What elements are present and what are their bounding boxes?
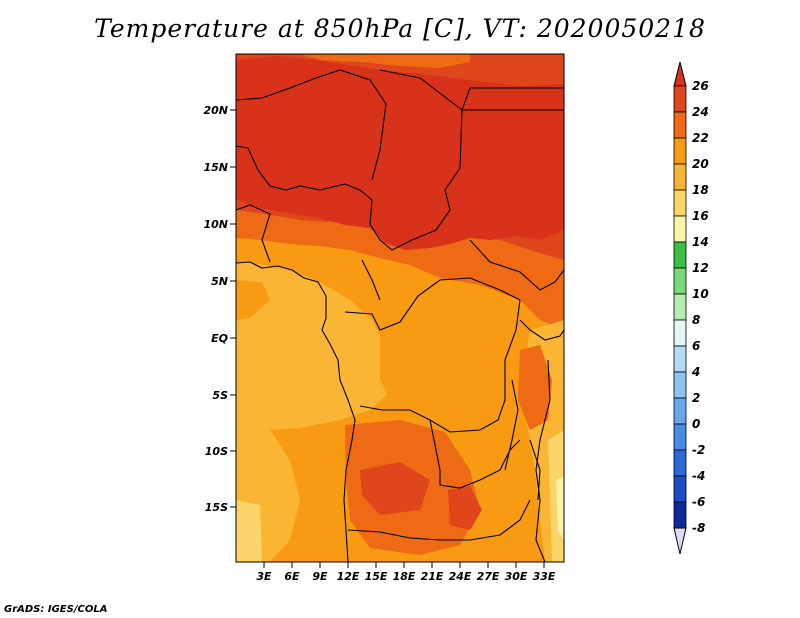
colorbar-label: 10 <box>692 287 709 301</box>
colorbar-bin <box>673 319 687 347</box>
colorbar-label: 26 <box>692 79 709 93</box>
colorbar-label: -6 <box>692 495 705 509</box>
lon-tick-label: 18E <box>393 570 416 583</box>
west-africa-border <box>236 204 271 263</box>
colorbar-bin <box>673 449 687 477</box>
southern-border <box>347 499 531 541</box>
colorbar: 26 24 22 20 18 16 14 12 10 8 6 4 2 0 -2 … <box>673 61 709 555</box>
car-border <box>344 277 521 331</box>
colorbar-bin <box>673 85 687 113</box>
field-angola-hot <box>360 462 430 515</box>
field-16-18-sw <box>236 500 262 562</box>
map-title: Temperature at 850hPa [C], VT: 202005021… <box>94 14 706 43</box>
lat-tick-label: 20N <box>203 104 228 117</box>
colorbar-label: 20 <box>692 157 709 171</box>
colorbar-bin <box>673 241 687 269</box>
field-east-14-16 <box>556 476 564 540</box>
colorbar-bin <box>673 475 687 503</box>
colorbar-label: 8 <box>692 313 700 327</box>
lat-tick-label: 15S <box>205 501 228 514</box>
grads-credit: GrADS: IGES/COLA <box>4 604 108 615</box>
lake-malawi <box>529 439 541 501</box>
colorbar-label: 4 <box>691 365 700 379</box>
colorbar-label: 22 <box>692 131 709 145</box>
colorbar-bin <box>673 111 687 139</box>
lake-tanganyika <box>504 379 519 471</box>
lat-tick-label: 15N <box>203 161 228 174</box>
lat-tick-label: 5N <box>211 275 228 288</box>
colorbar-label: 24 <box>692 105 709 119</box>
field-above-26 <box>236 56 564 250</box>
lon-tick-label: 12E <box>337 570 360 583</box>
field-zambia-hot <box>448 486 482 530</box>
colorbar-bin <box>673 189 687 217</box>
colorbar-label: 18 <box>692 183 709 197</box>
colorbar-label: 14 <box>692 235 709 249</box>
field-north-strip <box>300 54 470 68</box>
colorbar-bin <box>673 137 687 165</box>
colorbar-label: -8 <box>692 521 705 535</box>
temperature-field <box>236 54 564 562</box>
drc-border <box>359 299 521 433</box>
cameroon-border <box>361 259 381 301</box>
lon-tick-label: 3E <box>256 570 272 583</box>
field-18-20-west <box>236 262 392 432</box>
lon-tick-label: 27E <box>477 570 500 583</box>
lat-tick-label: 10N <box>203 218 228 231</box>
kenya-border <box>519 319 564 341</box>
longitude-axis: 3E 6E 9E 12E 15E 18E 21E 24E 27E 30E 33E <box>256 562 556 583</box>
atlantic-coastline <box>236 261 356 562</box>
colorbar-bin <box>673 397 687 425</box>
colorbar-label: 2 <box>692 391 700 405</box>
libya-border <box>379 69 463 111</box>
map-boundaries <box>236 69 564 562</box>
map-frame <box>235 53 565 563</box>
lon-tick-label: 9E <box>312 570 328 583</box>
colorbar-upper-arrow <box>673 61 687 87</box>
colorbar-lower-arrow <box>673 527 687 555</box>
colorbar-bin <box>673 293 687 321</box>
lon-tick-label: 21E <box>421 570 444 583</box>
lon-tick-label: 24E <box>449 570 472 583</box>
colorbar-label: -4 <box>692 469 705 483</box>
colorbar-bin <box>673 345 687 373</box>
sudan-south-border <box>469 239 564 291</box>
lon-tick-label: 33E <box>533 570 556 583</box>
field-atlantic <box>236 280 270 320</box>
east-border <box>535 359 551 562</box>
field-lakes <box>518 345 552 430</box>
lat-tick-label: 5S <box>212 389 228 402</box>
field-congo <box>380 296 510 420</box>
lat-tick-label: 10S <box>205 445 228 458</box>
colorbar-label: 0 <box>692 417 700 431</box>
colorbar-label: 16 <box>692 209 709 223</box>
lon-tick-label: 30E <box>505 570 528 583</box>
latitude-axis: 20N 15N 10N 5N EQ 5S 10S 15S <box>203 104 236 514</box>
colorbar-label: 12 <box>692 261 709 275</box>
lat-tick-label: EQ <box>211 332 228 345</box>
lon-tick-label: 6E <box>284 570 300 583</box>
colorbar-bin <box>673 423 687 451</box>
colorbar-bin <box>673 163 687 191</box>
colorbar-label: 6 <box>692 339 700 353</box>
mali-niger-border <box>236 69 387 181</box>
colorbar-bin <box>673 267 687 295</box>
colorbar-bin <box>673 501 687 529</box>
lon-tick-label: 15E <box>365 570 388 583</box>
colorbar-bin <box>673 371 687 399</box>
colorbar-label: -2 <box>692 443 705 457</box>
colorbar-bin <box>673 215 687 243</box>
sahel-borders <box>236 87 564 251</box>
